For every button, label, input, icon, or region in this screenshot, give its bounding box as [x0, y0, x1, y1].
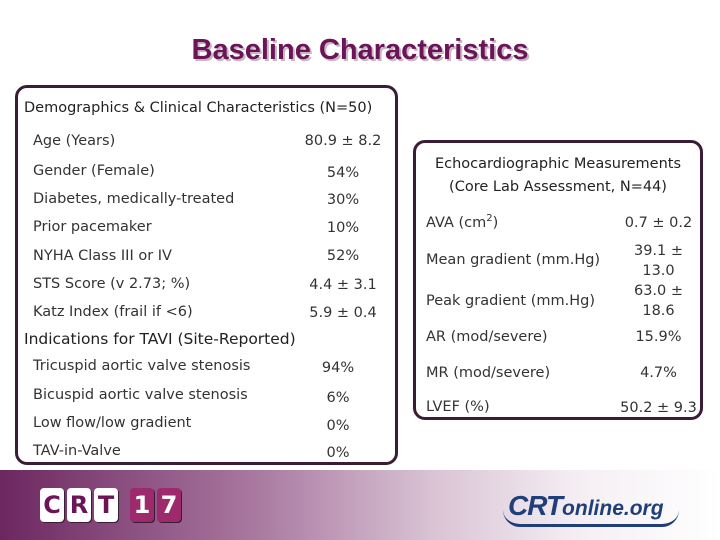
demographics-panel: Demographics & Clinical Characteristics … [15, 85, 398, 465]
indications-row-label: Tricuspid aortic valve stenosis [33, 358, 251, 374]
echo-row-label: Mean gradient (mm.Hg) [426, 252, 601, 268]
demographics-heading: Demographics & Clinical Characteristics … [24, 100, 373, 116]
echo-row-value: 15.9% [635, 329, 682, 345]
demographics-row-value: 54% [326, 165, 360, 181]
echo-row-label: AVA (cm2) [426, 213, 499, 231]
echo-row-value: 39.1 ±13.0 [633, 243, 684, 279]
demographics-row-label: Gender (Female) [33, 163, 155, 179]
echo-row-value: 63.0 ±18.6 [633, 283, 684, 319]
indications-row-label: TAV-in-Valve [33, 443, 121, 459]
footer-band [0, 470, 720, 540]
demographics-row-label: Katz Index (frail if <6) [33, 304, 193, 320]
crt-letter: C [40, 488, 64, 522]
echo-panel: Echocardiographic Measurements (Core Lab… [413, 140, 703, 420]
indications-row-value: 0% [326, 445, 350, 461]
echo-row-value: 4.7% [640, 365, 677, 381]
echo-row-value: 0.7 ± 0.2 [624, 215, 693, 231]
indications-row-value: 0% [326, 418, 350, 434]
indications-row-value: 6% [326, 390, 350, 406]
crt-digit: 1 [130, 488, 154, 522]
crt-digit: 7 [157, 488, 181, 522]
demographics-row-label: STS Score (v 2.73; %) [33, 276, 191, 292]
demographics-row-value: 5.9 ± 0.4 [309, 305, 377, 321]
demographics-row-value: 80.9 ± 8.2 [304, 133, 382, 149]
echo-row-label: AR (mod/severe) [426, 329, 548, 345]
slide-title: Baseline Characteristics [191, 34, 529, 66]
echo-heading-line1: Echocardiographic Measurements [434, 156, 682, 172]
echo-row-value: 50.2 ± 9.3 [620, 400, 697, 416]
demographics-row-value: 52% [326, 248, 360, 264]
crt-letter: T [94, 488, 118, 522]
demographics-row-label: Diabetes, medically-treated [33, 191, 235, 207]
demographics-row-value: 4.4 ± 3.1 [309, 277, 377, 293]
indications-row-label: Low flow/low gradient [33, 415, 192, 431]
echo-row-label: MR (mod/severe) [426, 365, 551, 381]
echo-heading-line2: (Core Lab Assessment, N=44) [449, 179, 667, 195]
demographics-row-label: Age (Years) [33, 133, 116, 149]
demographics-row-value: 10% [326, 220, 360, 236]
echo-row-label: Peak gradient (mm.Hg) [426, 293, 596, 309]
echo-heading: Echocardiographic Measurements (Core Lab… [416, 153, 700, 199]
crtonline-suffix: online.org [562, 497, 664, 520]
crtonline-logo: CRTonline.org [508, 490, 664, 522]
indications-row-label: Bicuspid aortic valve stenosis [33, 387, 248, 403]
indications-heading: Indications for TAVI (Site-Reported) [24, 330, 296, 348]
crtonline-swoosh [503, 510, 679, 527]
demographics-row-label: Prior pacemaker [33, 219, 152, 235]
crt17-logo: C R T 1 7 [40, 488, 181, 522]
crt-letter: R [67, 488, 91, 522]
demographics-row-label: NYHA Class III or IV [33, 248, 172, 264]
indications-row-value: 94% [321, 360, 355, 376]
echo-row-label: LVEF (%) [426, 399, 490, 415]
demographics-row-value: 30% [326, 192, 360, 208]
crtonline-brand: CRT [508, 490, 563, 521]
